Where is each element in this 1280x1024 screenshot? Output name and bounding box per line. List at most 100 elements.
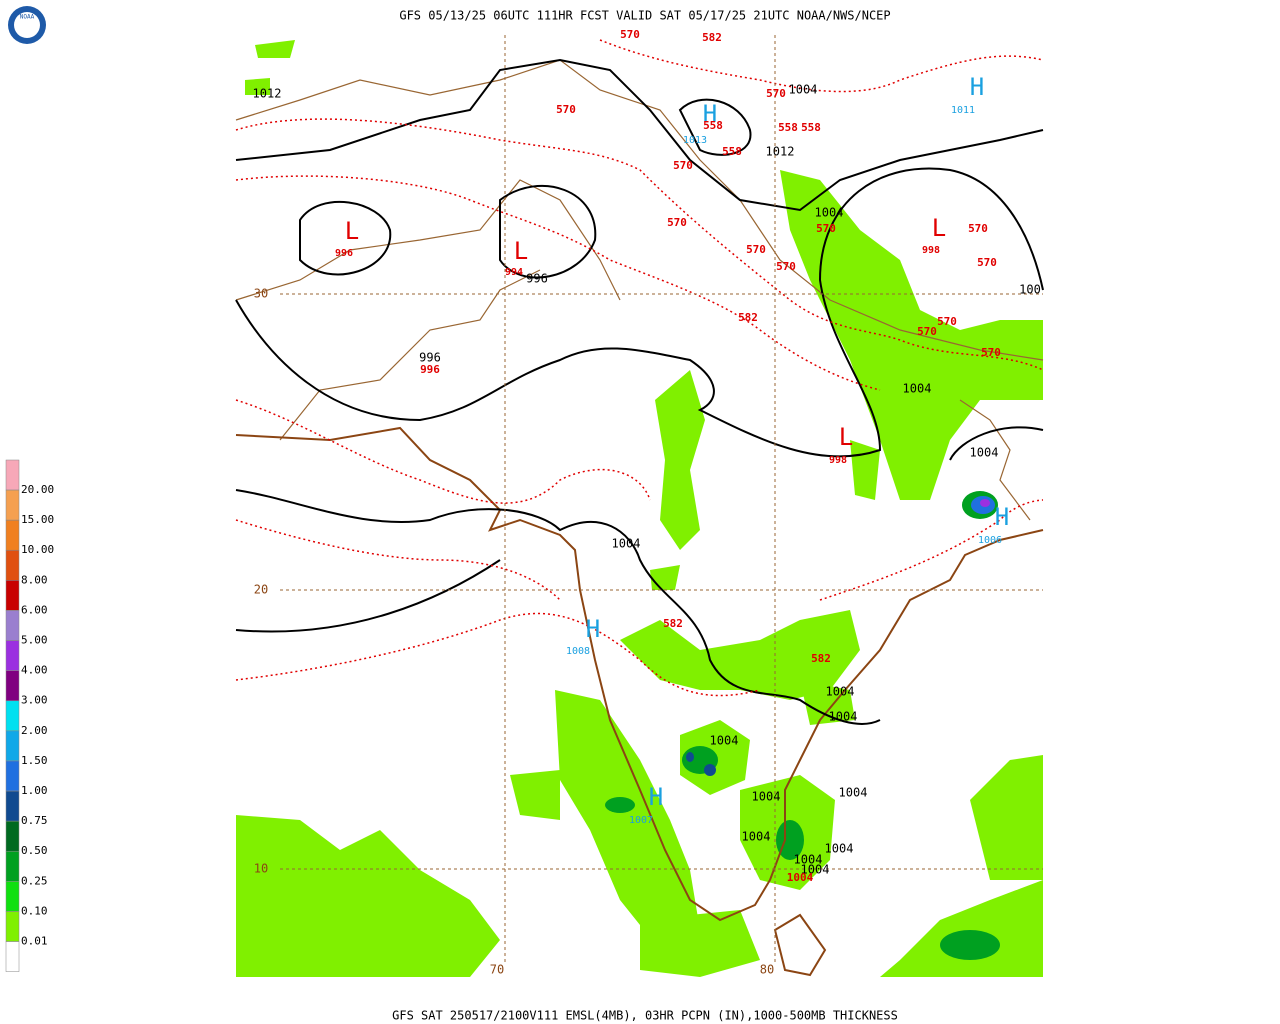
low-symbol: L	[839, 423, 853, 451]
legend-label: 10.00	[21, 543, 54, 556]
legend-swatch	[5, 911, 20, 942]
legend-swatch	[5, 820, 20, 852]
legend-swatch	[5, 730, 20, 762]
isobar-label: 1004	[829, 710, 858, 724]
legend-label: 2.00	[21, 724, 48, 737]
low-pressure: 998	[922, 245, 940, 256]
low-symbol: L	[932, 214, 946, 242]
isobar-label: 1004	[970, 446, 999, 460]
legend-swatch	[5, 489, 20, 521]
high-pressure: 1006	[978, 535, 1002, 546]
isobar-label: 1004	[839, 786, 868, 800]
thickness-label: 570	[673, 159, 693, 172]
legend-label: 0.10	[21, 904, 48, 917]
grid-label: 80	[760, 963, 774, 977]
logo: NOAA	[8, 6, 46, 44]
thickness	[235, 39, 1044, 697]
grid-label: 30	[254, 287, 268, 301]
thickness-label: 558	[722, 145, 742, 158]
thickness-label: 582	[663, 617, 683, 630]
low-symbol: L	[345, 217, 359, 245]
thickness-label: 570	[937, 315, 957, 328]
low-pressure: 998	[829, 455, 847, 466]
legend-label: 1.00	[21, 784, 48, 797]
precip	[236, 40, 1043, 977]
legend-label: 0.75	[21, 814, 48, 827]
thickness-label: 570	[977, 256, 997, 269]
legend-label: 6.00	[21, 603, 48, 616]
thickness-label: 570	[917, 325, 937, 338]
high-pressure: 1007	[629, 815, 653, 826]
legend-label: 3.00	[21, 694, 48, 707]
thickness-label: 1004	[787, 871, 814, 884]
thickness-label: 570	[968, 222, 988, 235]
thickness-label: 570	[620, 28, 640, 41]
isobar-label: 996	[419, 351, 441, 365]
isobar-label: 1004	[710, 734, 739, 748]
legend-label: 15.00	[21, 513, 54, 526]
grid-label: 20	[254, 583, 268, 597]
high-symbol: H	[649, 783, 663, 811]
high-pressure: 1008	[566, 646, 590, 657]
logo-text: NOAA	[20, 14, 35, 21]
low-pressure: 996	[335, 248, 353, 259]
high-symbol: H	[995, 503, 1009, 531]
legend-label: 5.00	[21, 634, 48, 647]
thickness-label: 570	[556, 103, 576, 116]
logo-core	[14, 12, 40, 38]
isobar-label: 996	[526, 272, 548, 286]
legend-label: 8.00	[21, 573, 48, 586]
legend-swatch	[5, 790, 20, 822]
map: 30 20 10 70 80 H 1011 H 1013 H 1006 H 1008 H 1007 L 996 L…	[235, 28, 1044, 977]
isobar-label: 100	[1019, 283, 1041, 297]
legend-swatch	[5, 670, 20, 701]
thickness-label: 570	[667, 216, 687, 229]
grid-label: 70	[490, 963, 504, 977]
legend-swatch	[5, 610, 20, 641]
high-pressure: 1013	[683, 135, 707, 146]
high-pressure: 1011	[951, 105, 975, 116]
caption: GFS SAT 250517/2100V111 EMSL(4MB), 03HR …	[392, 1009, 898, 1023]
legend-swatch	[5, 580, 20, 611]
legend: 20.00 15.00 10.00 8.00 6.00 5.00 4.00 3.00 2.00 1…	[5, 459, 54, 972]
grid-label: 10	[254, 862, 268, 876]
legend-label: 20.00	[21, 483, 54, 496]
isobar-label: 1012	[766, 145, 795, 159]
legend-swatch	[5, 941, 20, 972]
isobar-label: 1004	[794, 853, 823, 867]
title: GFS 05/13/25 06UTC 111HR FCST VALID SAT …	[399, 9, 890, 23]
thickness-label: 558	[703, 119, 723, 132]
legend-swatch	[5, 640, 20, 671]
isobar-label: 1004	[612, 537, 641, 551]
thickness-label: 570	[766, 87, 786, 100]
legend-swatch	[5, 881, 20, 912]
isobar-label: 1004	[903, 382, 932, 396]
thickness-label: 558	[801, 121, 821, 134]
low-pressure: 994	[505, 267, 523, 278]
legend-swatch	[5, 459, 20, 491]
precip-max	[686, 496, 995, 776]
isobar-label: 1004	[801, 863, 830, 877]
isobar-label: 1004	[826, 685, 855, 699]
legend-swatch	[5, 519, 20, 551]
high-symbol: H	[703, 100, 717, 128]
graticule	[280, 35, 1043, 965]
legend-swatch	[5, 760, 20, 792]
thickness-label: 582	[738, 311, 758, 324]
coastline	[235, 426, 1044, 977]
labels: 30 20 10 70 80 H 1011 H 1013 H 1006 H 1008 H 1007 L 996 L…	[253, 28, 1041, 977]
isobar-label: 1004	[815, 206, 844, 220]
thickness-label: 570	[746, 243, 766, 256]
isobar-label: 1012	[253, 87, 282, 101]
isobars	[235, 58, 1044, 725]
high-symbol: H	[970, 73, 984, 101]
legend-swatch	[5, 700, 20, 732]
high-symbol: H	[586, 615, 600, 643]
thickness-label: 582	[702, 31, 722, 44]
thickness-label: 570	[776, 260, 796, 273]
legend-label: 1.50	[21, 754, 48, 767]
legend-label: 0.01	[21, 935, 48, 948]
isobar-label: 1004	[789, 83, 818, 97]
thickness-label: 570	[816, 222, 836, 235]
